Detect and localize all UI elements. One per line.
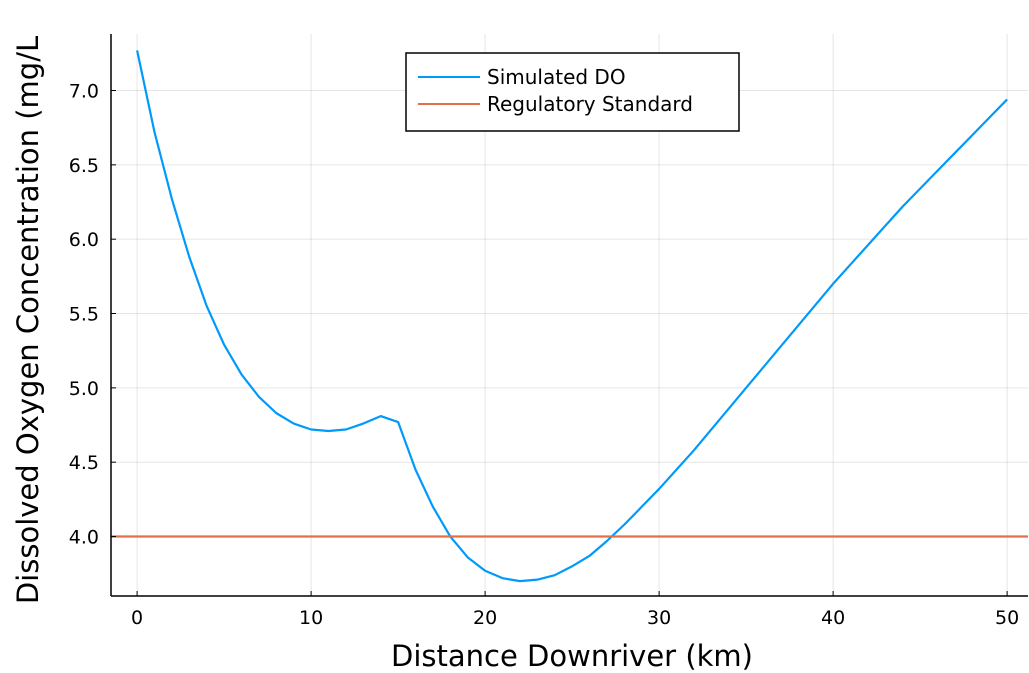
y-tick-label: 5.0: [69, 378, 99, 400]
axes: [110, 34, 1028, 597]
x-tick-label: 50: [995, 607, 1019, 629]
x-tick-label: 0: [131, 607, 143, 629]
y-tick-label: 4.5: [69, 452, 99, 474]
x-tick-label: 30: [647, 607, 671, 629]
legend-label-simulated-do: Simulated DO: [487, 65, 626, 89]
series-layer: [111, 50, 1028, 583]
legend: Simulated DO Regulatory Standard: [405, 52, 740, 132]
y-tick-label: 5.5: [69, 304, 99, 326]
legend-box: [405, 52, 740, 132]
x-tick-label: 10: [299, 607, 323, 629]
y-tick-label: 6.0: [69, 229, 99, 251]
x-tick-label: 20: [473, 607, 497, 629]
legend-label-regulatory-standard: Regulatory Standard: [487, 92, 693, 116]
y-tick-label: 6.5: [69, 155, 99, 177]
y-axis-label: Dissolved Oxygen Concentration (mg/L: [11, 36, 45, 604]
series-line-simulated-do: [136, 50, 1008, 583]
y-tick-label: 7.0: [69, 80, 99, 102]
tick-labels: 0 10 20 30 40 50 4.0 4.5 5.0 5.5 6.0 6.5 7.0: [69, 80, 1019, 629]
y-tick-label: 4.0: [69, 527, 99, 549]
x-axis-label: Distance Downriver (km): [391, 639, 753, 673]
x-tick-label: 40: [821, 607, 845, 629]
